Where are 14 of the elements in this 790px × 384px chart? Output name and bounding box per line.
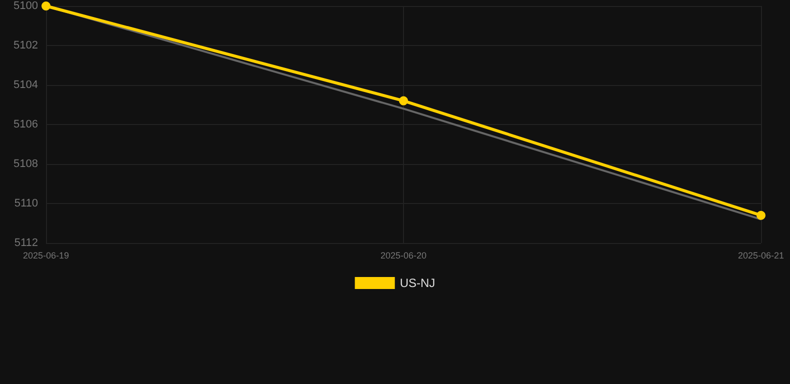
y-tick-label: 5112: [14, 237, 38, 249]
point: [756, 210, 766, 220]
y-tick-label: 5102: [14, 40, 38, 52]
x-tick-label: 2025-06-19: [22, 250, 70, 260]
y-tick-label: 5104: [14, 79, 38, 91]
y-tick-label: 5108: [14, 158, 38, 170]
y-tick-label: 5106: [14, 118, 38, 130]
legend-label: US-NJ: [400, 276, 436, 290]
x-tick-label: 2025-06-21: [738, 250, 784, 260]
x-tick-label: 2025-06-20: [380, 250, 427, 260]
point: [42, 2, 50, 10]
y-tick-label: 5110: [14, 198, 38, 210]
y-tick-label: 5100: [14, 0, 38, 12]
point: [399, 96, 408, 106]
